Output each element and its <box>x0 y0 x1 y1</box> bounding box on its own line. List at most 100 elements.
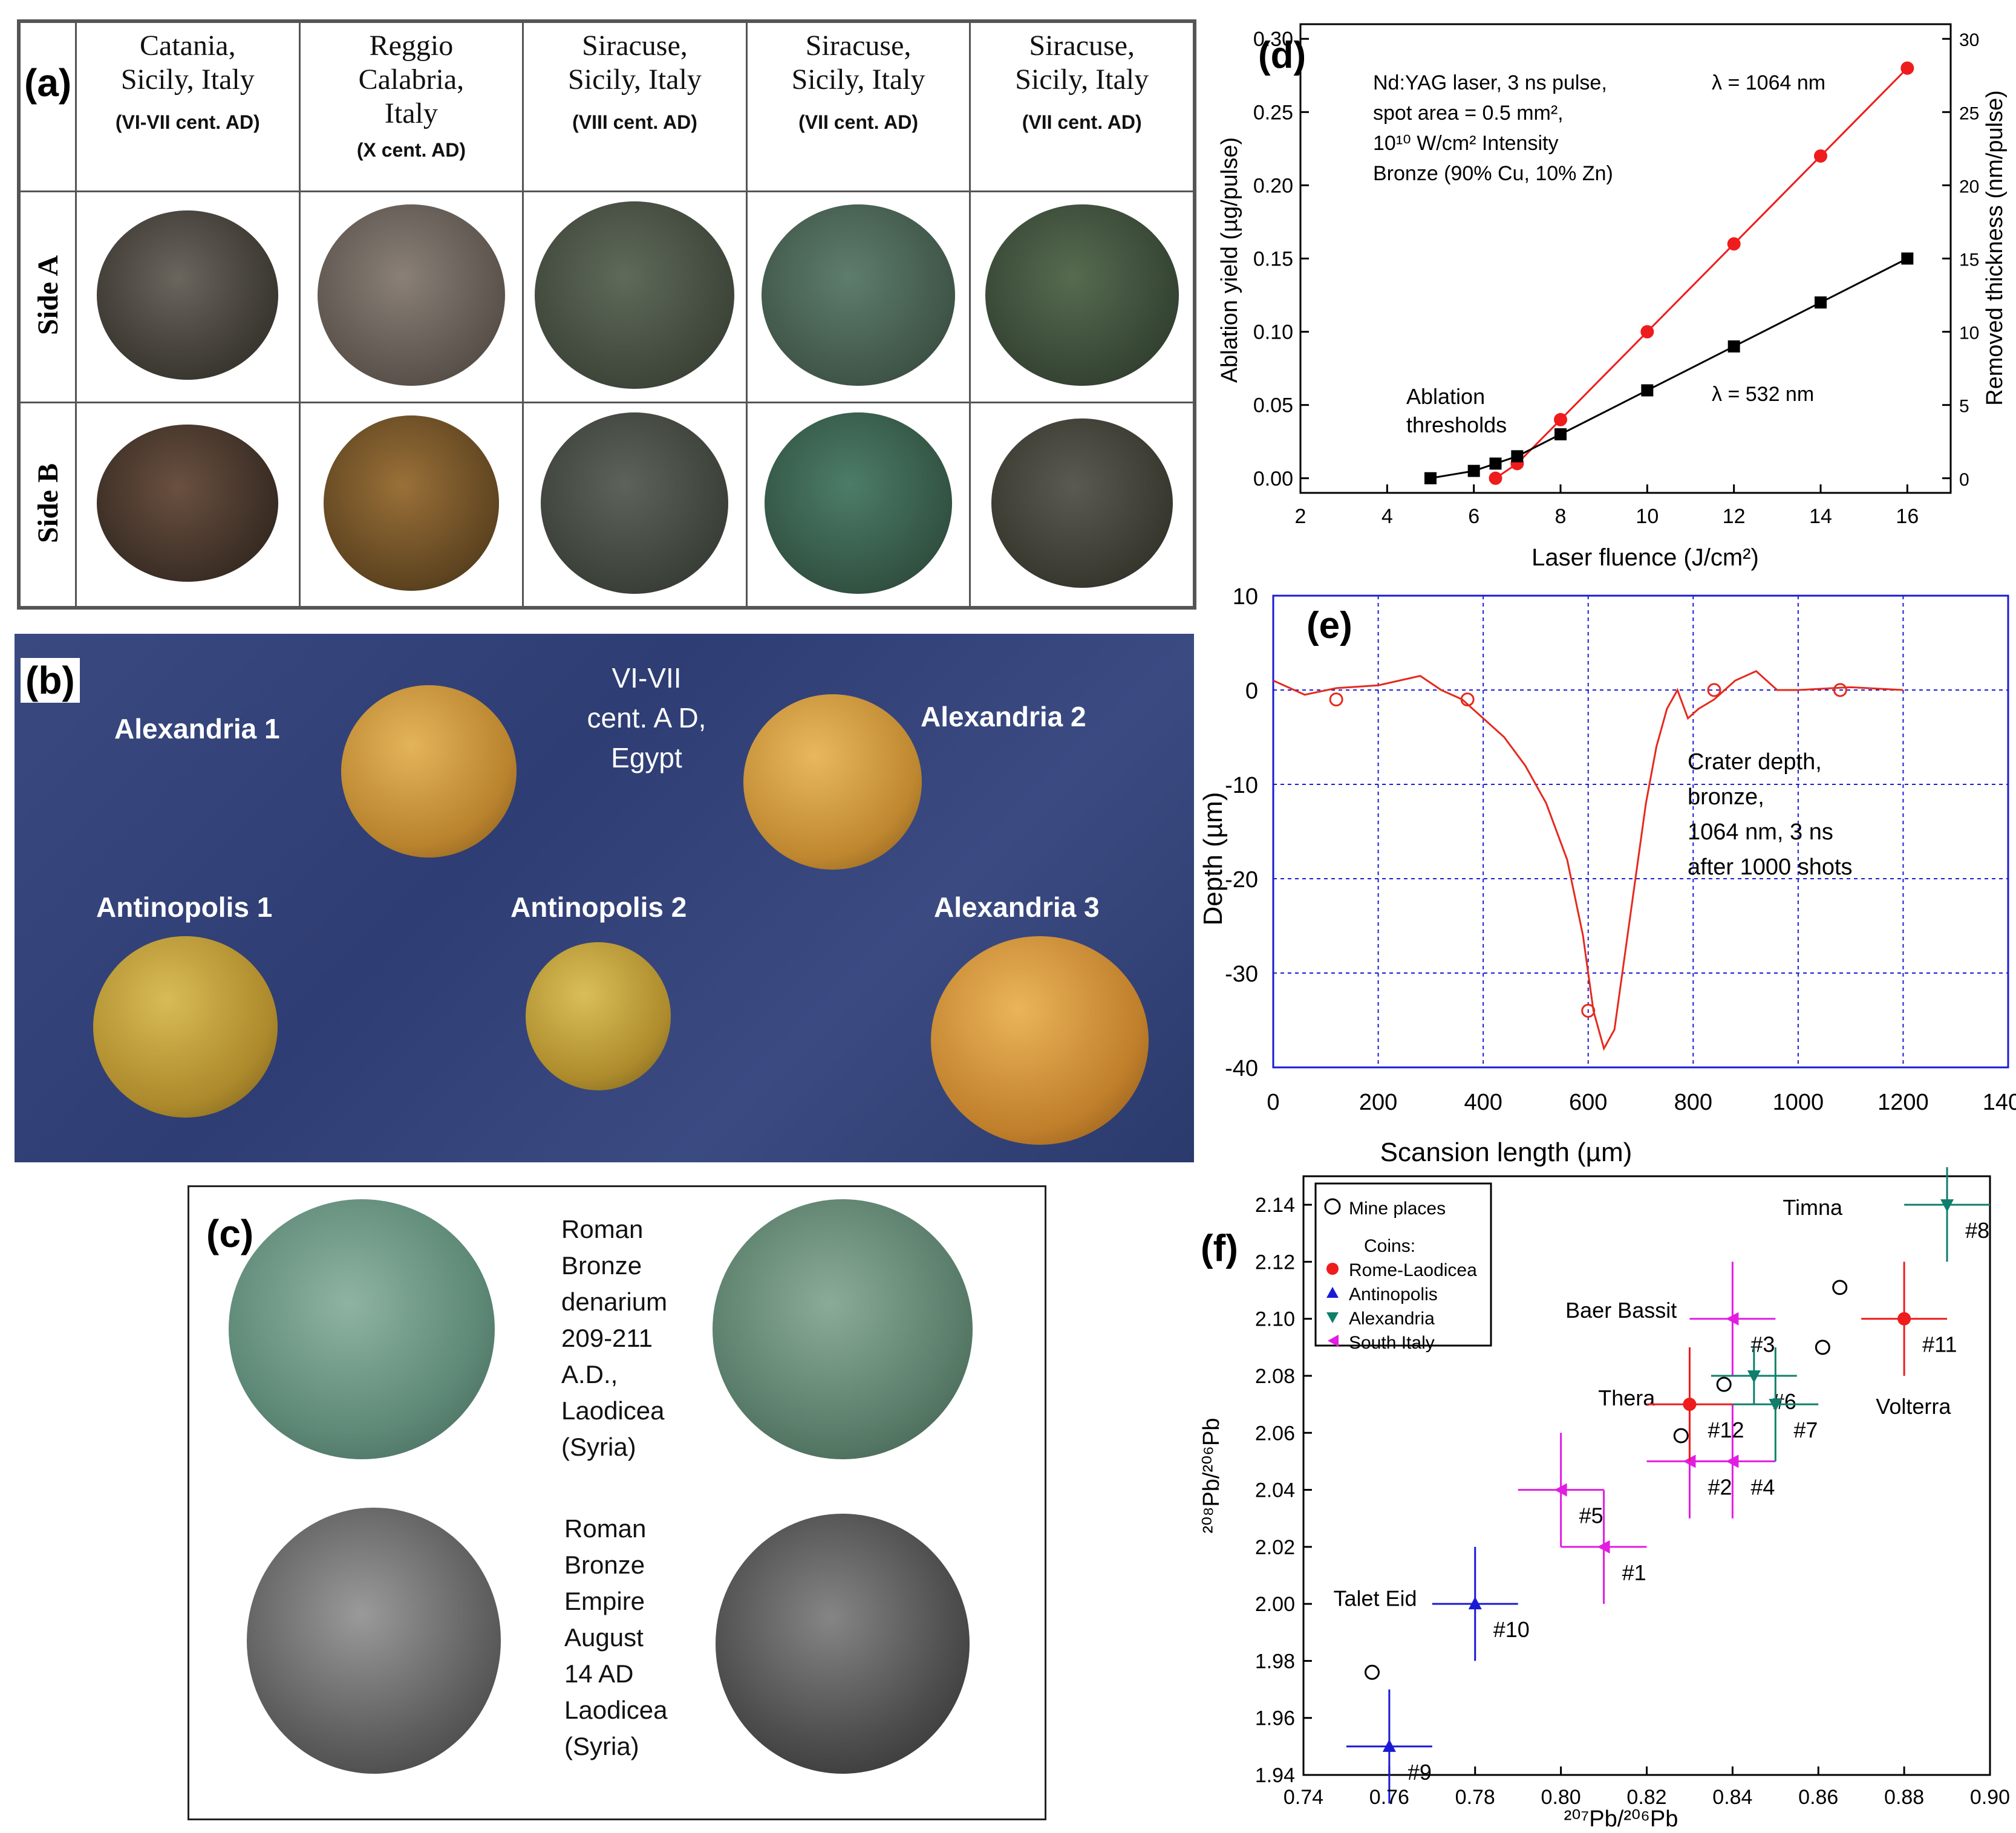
coin-marker <box>1726 1312 1739 1326</box>
tick-labels: 2 4 6 8 10 12 14 16 0.00 0.05 0.10 0.15 0.20 0.25 0.30… <box>1253 28 1980 528</box>
panel-f-lead-isotope-chart: Talet Eid Thera Baer Bassit Timna Volterra #1… <box>1199 1167 2010 1832</box>
coin-photo-denarium-obverse <box>229 1199 495 1459</box>
coin-photo <box>541 412 729 594</box>
y-tick-label: 10 <box>1233 584 1258 610</box>
y-tick-label: 2.10 <box>1255 1308 1295 1331</box>
coin-marker <box>1382 1739 1396 1752</box>
coin-label-antinopolis-2: Antinopolis 2 <box>511 891 687 923</box>
annotation-line-2: bronze, <box>1688 784 1764 810</box>
x-tick-label: 10 <box>1636 505 1659 528</box>
annotation-line-2: thresholds <box>1406 412 1507 437</box>
coin-photo <box>765 412 953 594</box>
coin-marker <box>1897 1312 1911 1326</box>
panel-a-coin-table: Catania, Sicily, Italy (VI-VII cent. AD) R… <box>17 19 1196 610</box>
data-point-532 <box>1641 384 1654 397</box>
x-tick-label: 0.86 <box>1798 1786 1838 1809</box>
info-line-3: 10¹⁰ W/cm² Intensity <box>1373 132 1558 155</box>
series-markers: Talet Eid Thera Baer Bassit Timna Volterra #1… <box>1333 1167 1990 1804</box>
annotation-line-4: after 1000 shots <box>1688 855 1853 880</box>
axes-frame <box>1299 23 1952 494</box>
coin-photo <box>762 204 956 386</box>
legend-rome-laodicea: Rome-Laodicea <box>1349 1260 1477 1280</box>
coin-id-label: #8 <box>1965 1218 1989 1243</box>
coin-photo <box>317 204 505 386</box>
data-point-1064 <box>1727 237 1741 251</box>
x-tick-label: 400 <box>1464 1090 1502 1115</box>
info-line-2: spot area = 0.5 mm², <box>1373 102 1564 125</box>
x-tick-label: 0.78 <box>1455 1786 1495 1809</box>
coin-id-label: #4 <box>1750 1474 1775 1499</box>
data-point-1064 <box>1814 149 1827 163</box>
coin-marker <box>1726 1454 1739 1468</box>
panel-a-label: (a) <box>24 61 72 105</box>
x-tick-label: 0 <box>1267 1090 1279 1115</box>
legend-coins: Coins: <box>1364 1236 1415 1256</box>
panel-d-ablation-chart: 2 4 6 8 10 12 14 16 0.00 0.05 0.10 0.15 0.20 0.25 0.30… <box>1217 23 2008 571</box>
data-point-1064 <box>1640 325 1654 339</box>
y-tick-label: 0 <box>1245 679 1258 704</box>
mine-label: Thera <box>1598 1385 1656 1410</box>
axes-frame <box>1302 1175 1991 1776</box>
y-tick-label: 2.14 <box>1255 1194 1295 1217</box>
mine-marker <box>1832 1280 1848 1295</box>
crater-profile-line <box>1273 670 1903 1051</box>
data-point-532 <box>1489 457 1502 470</box>
x-tick-label: 1200 <box>1877 1090 1929 1115</box>
coin-photo-antinopolis-2 <box>526 942 671 1090</box>
row-header: Side B <box>19 401 77 608</box>
coin-cell <box>969 190 1195 403</box>
y-tick-label: 2.06 <box>1255 1422 1295 1445</box>
info-line-4: Bronze (90% Cu, 10% Zn) <box>1373 162 1613 185</box>
profile-marker <box>1581 1003 1596 1018</box>
y-tick-label: -30 <box>1225 962 1258 987</box>
y-axis-label: Depth (µm) <box>1198 792 1228 926</box>
coin-photo <box>323 415 499 591</box>
y-tick-label: 0.20 <box>1253 174 1293 197</box>
tick-labels: 0.74 0.76 0.78 0.80 0.82 0.84 0.86 0.88 0.90 1.94… <box>1255 1194 2010 1809</box>
series-markers <box>1329 683 1847 1018</box>
data-point-532 <box>1727 340 1740 353</box>
coin-cell <box>745 401 971 608</box>
x-tick-label: 0.88 <box>1884 1786 1924 1809</box>
y-tick-label: 0.00 <box>1253 467 1293 490</box>
legend-mine-places: Mine places <box>1349 1199 1446 1219</box>
coin-id-label: #10 <box>1493 1617 1530 1642</box>
y-tick-label: -10 <box>1225 773 1258 798</box>
mine-label: Baer Bassit <box>1565 1298 1677 1323</box>
coin-photo <box>97 210 279 380</box>
data-point-532 <box>1901 252 1914 265</box>
coin-cell <box>298 190 524 403</box>
coin-photo <box>991 418 1173 588</box>
mine-marker <box>1365 1664 1380 1680</box>
plot-frame <box>1299 23 1952 494</box>
mine-marker <box>1716 1376 1732 1392</box>
profile-marker <box>1460 692 1475 707</box>
coin-marker <box>1747 1370 1761 1383</box>
coin-cell <box>522 401 748 608</box>
y-tick-label: -20 <box>1225 867 1258 893</box>
coin-caption-august: Roman Bronze Empire August 14 AD Laodicea (Syr… <box>564 1514 668 1760</box>
annotation-line-3: 1064 nm, 3 ns <box>1688 819 1833 845</box>
y-tick-label: 2.08 <box>1255 1365 1295 1388</box>
y-tick-label: 1.98 <box>1255 1650 1295 1673</box>
coin-cell <box>75 190 301 403</box>
coin-marker <box>1468 1597 1482 1610</box>
x-tick-label: 2 <box>1295 505 1306 528</box>
coin-cell <box>298 401 524 608</box>
coin-marker <box>1940 1199 1954 1213</box>
data-point-1064 <box>1489 471 1502 485</box>
coin-cell <box>745 190 971 403</box>
coin-id-label: #5 <box>1579 1503 1603 1528</box>
coin-cell <box>522 190 748 403</box>
x-axis-label: ²⁰⁷Pb/²⁰⁶Pb <box>1564 1806 1678 1832</box>
panel-f-label: (f) <box>1201 1228 1238 1269</box>
y-right-tick-label: 25 <box>1959 103 1979 123</box>
axes-frame <box>1272 594 2009 1069</box>
x-tick-label: 4 <box>1382 505 1393 528</box>
data-point-532 <box>1424 472 1437 484</box>
y-tick-label: 0.15 <box>1253 248 1293 271</box>
coin-photo-august-reverse <box>716 1514 970 1774</box>
series-markers <box>1424 61 1914 485</box>
x-tick-label: 6 <box>1468 505 1479 528</box>
